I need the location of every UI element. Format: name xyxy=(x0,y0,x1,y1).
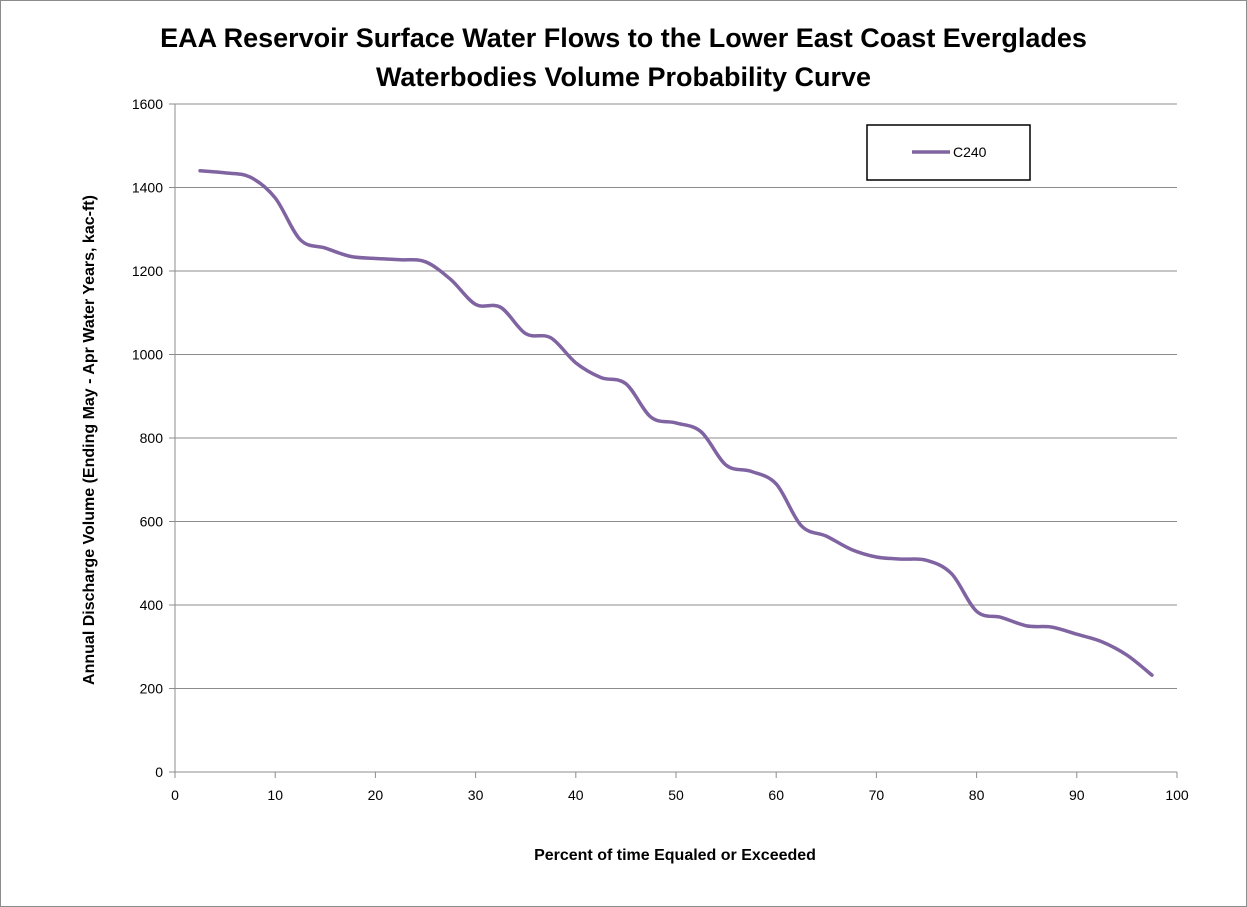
data-point xyxy=(1050,625,1053,629)
x-tick-label: 20 xyxy=(368,787,384,803)
data-point xyxy=(449,278,452,281)
data-point xyxy=(1125,653,1129,657)
y-tick-label: 800 xyxy=(140,430,164,446)
y-tick-label: 1400 xyxy=(132,180,163,196)
x-tick-label: 30 xyxy=(468,787,484,803)
data-point xyxy=(800,524,803,527)
data-point xyxy=(925,559,928,562)
data-point xyxy=(499,306,502,309)
data-point xyxy=(374,257,377,260)
data-point xyxy=(1000,616,1003,619)
data-point xyxy=(324,246,327,250)
legend-label-c240: C240 xyxy=(953,144,987,160)
data-point xyxy=(724,463,728,467)
data-point xyxy=(1100,640,1104,643)
data-point xyxy=(474,303,477,306)
data-point xyxy=(399,258,402,261)
x-tick-label: 0 xyxy=(171,787,179,803)
y-tick-label: 600 xyxy=(140,514,164,530)
data-point xyxy=(574,361,577,365)
data-point xyxy=(699,430,703,433)
gridlines xyxy=(175,103,1177,689)
x-tick-label: 60 xyxy=(768,787,784,803)
data-point xyxy=(274,196,277,200)
x-axis-label: Percent of time Equaled or Exceeded xyxy=(534,847,816,864)
data-point xyxy=(1150,673,1154,677)
data-point xyxy=(624,382,628,385)
data-point xyxy=(775,482,778,486)
data-point xyxy=(850,548,853,551)
data-point xyxy=(424,260,427,264)
data-point xyxy=(649,415,653,419)
data-point xyxy=(825,534,828,538)
chart-title: EAA Reservoir Surface Water Flows to the… xyxy=(160,23,1087,53)
y-tick-label: 0 xyxy=(155,764,163,780)
x-tick-label: 100 xyxy=(1165,787,1189,803)
data-point xyxy=(223,171,227,175)
data-point xyxy=(900,557,903,561)
data-point xyxy=(1075,633,1079,636)
y-tick-label: 200 xyxy=(140,681,164,697)
data-point xyxy=(524,332,527,335)
data-point xyxy=(248,175,252,179)
data-point xyxy=(599,376,603,379)
data-point xyxy=(674,421,678,425)
data-point xyxy=(1025,624,1028,628)
chart-subtitle: Waterbodies Volume Probability Curve xyxy=(375,62,872,92)
x-tick-label: 40 xyxy=(568,787,584,803)
x-tick-label: 80 xyxy=(969,787,985,803)
data-point xyxy=(349,255,352,258)
y-tick-label: 1000 xyxy=(132,347,163,363)
data-point xyxy=(875,555,878,559)
y-tick-label: 1600 xyxy=(132,96,163,112)
y-axis-label: Annual Discharge Volume (Ending May - Ap… xyxy=(81,195,98,685)
x-tick-label: 70 xyxy=(869,787,885,803)
series-group xyxy=(198,169,1154,677)
y-tick-label: 400 xyxy=(140,597,164,613)
x-axis-ticks: 0 10 20 30 40 50 60 70 80 90 100 xyxy=(171,772,1189,803)
data-point xyxy=(950,572,953,575)
data-point xyxy=(749,470,753,473)
data-point xyxy=(549,336,552,339)
data-point xyxy=(975,610,978,613)
legend: C240 xyxy=(866,124,1031,181)
x-tick-label: 10 xyxy=(267,787,283,803)
data-point xyxy=(299,238,302,241)
y-axis-ticks: 0 200 400 600 800 1000 1200 1400 1600 xyxy=(132,96,175,780)
x-tick-label: 90 xyxy=(1069,787,1085,803)
y-tick-label: 1200 xyxy=(132,263,163,279)
x-tick-label: 50 xyxy=(668,787,684,803)
data-point xyxy=(198,169,202,172)
